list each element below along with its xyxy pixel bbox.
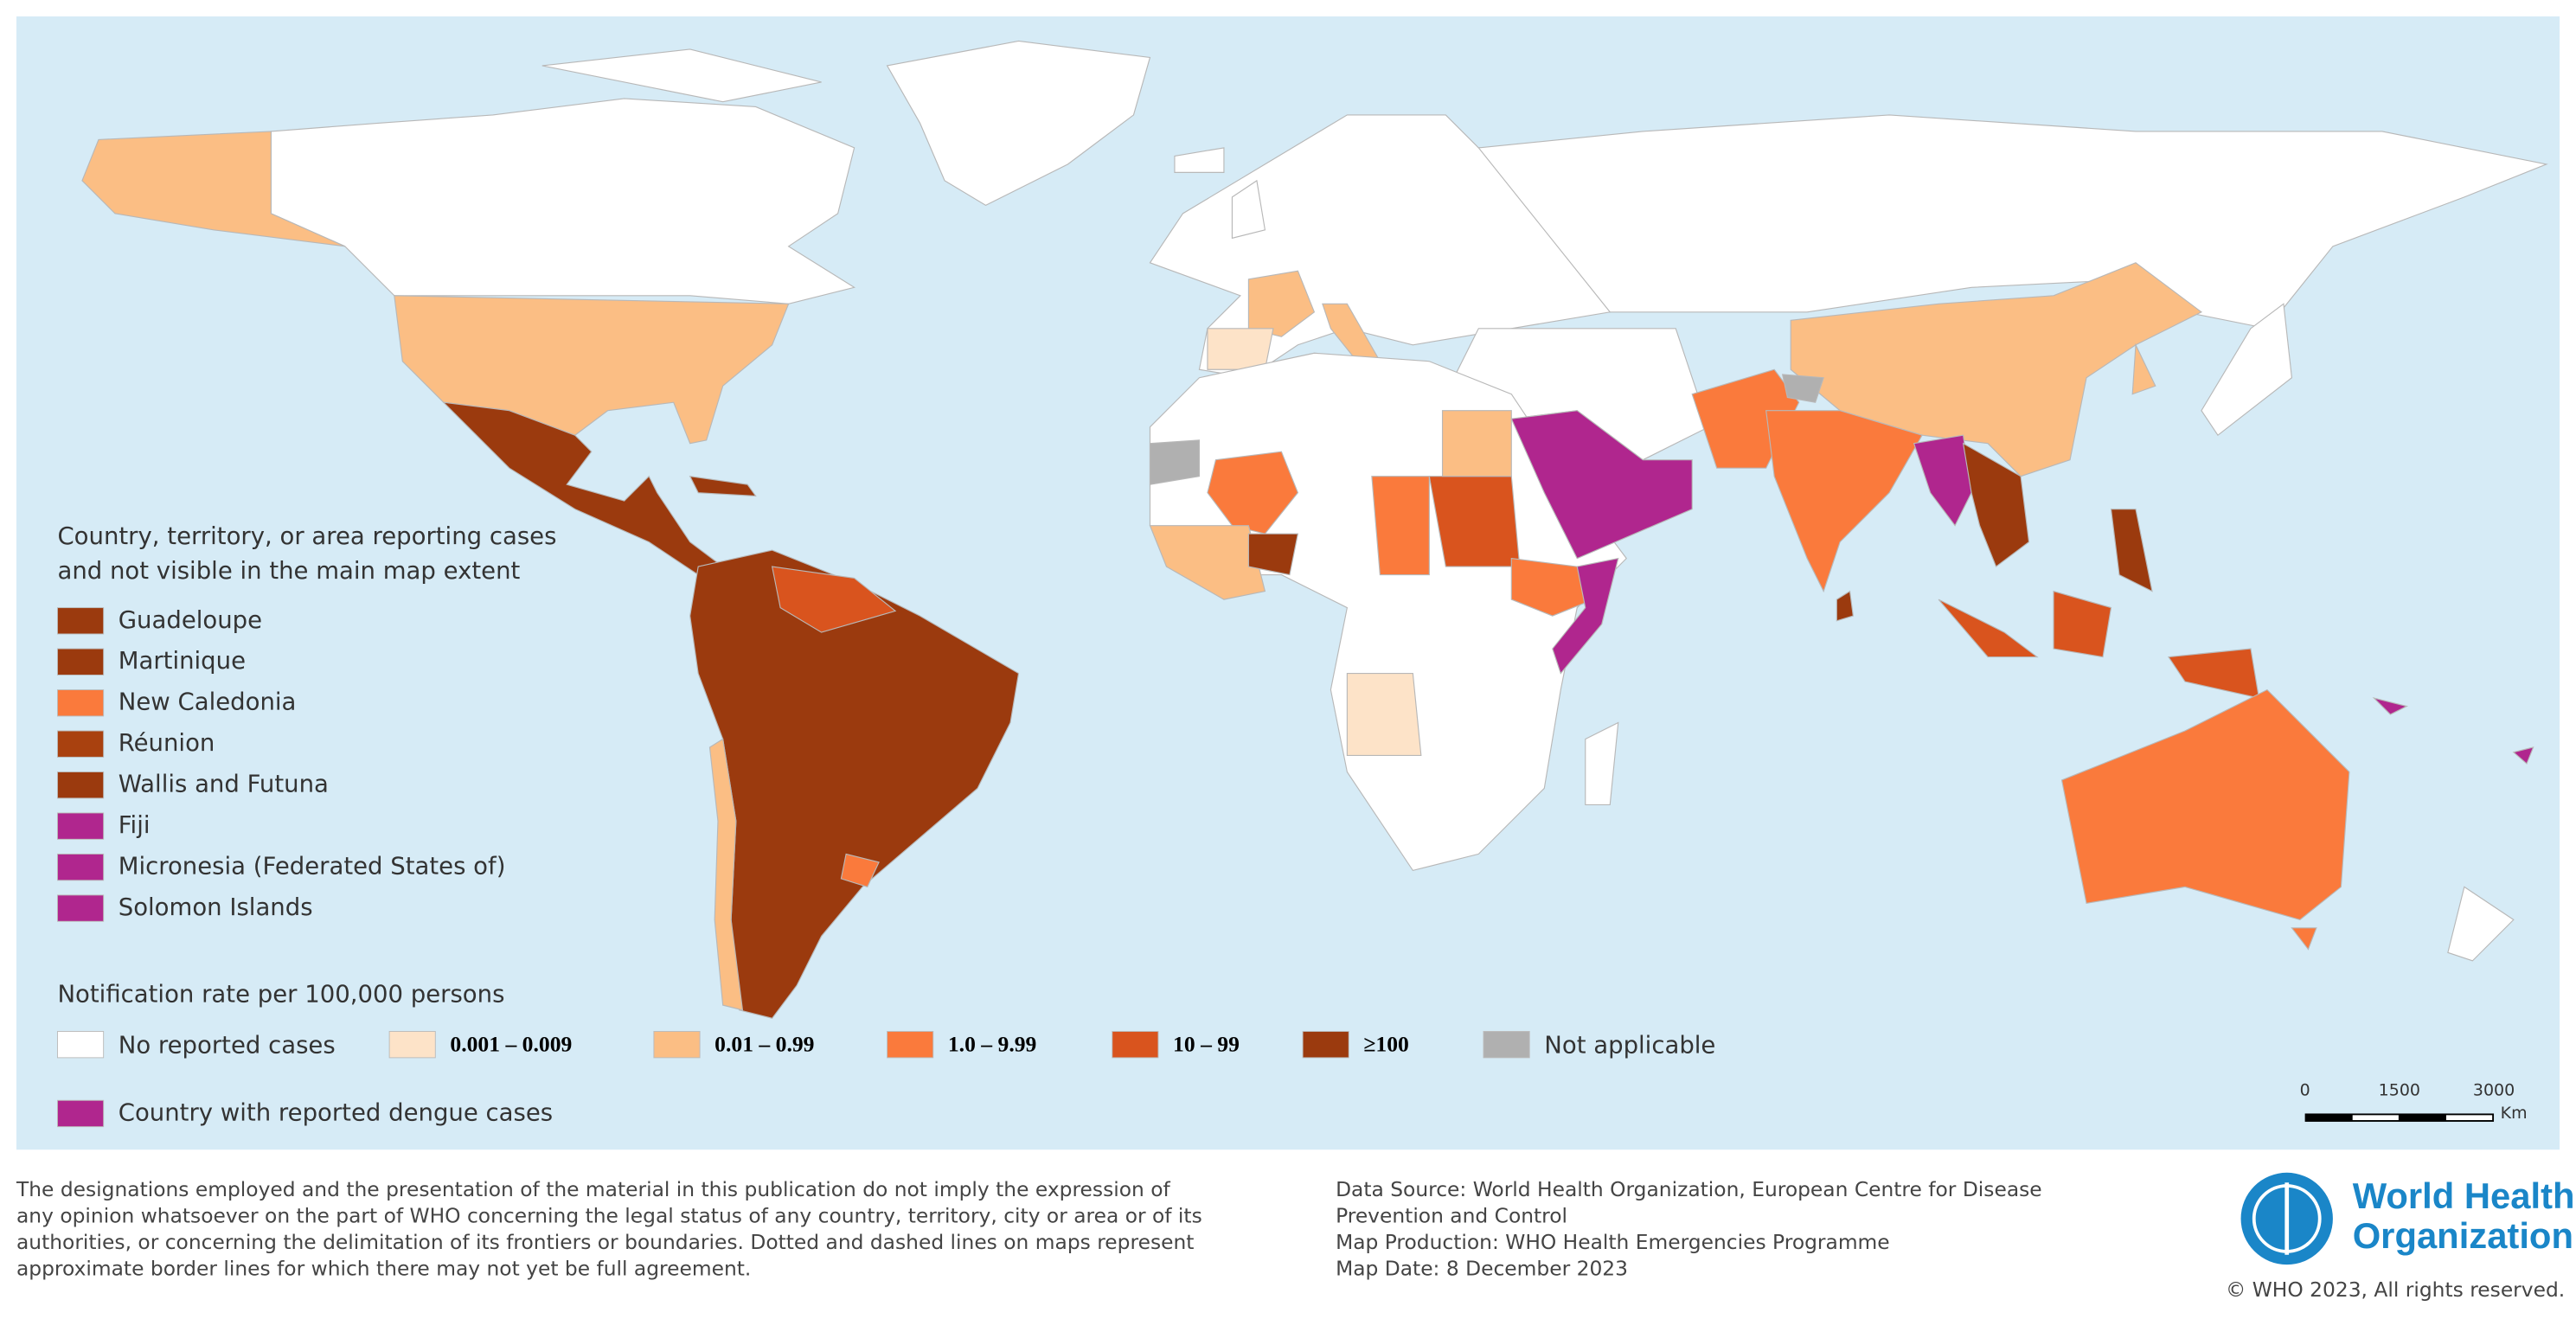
logo-text: Organization [2353, 1215, 2573, 1256]
legend-title: and not visible in the main map extent [57, 557, 520, 585]
legend-swatch [56, 689, 105, 717]
legend-label: 1.0 – 9.99 [948, 1031, 1037, 1056]
footer: © WHO 2023, All rights reserved. World H… [16, 1172, 2575, 1302]
source-line: Prevention and Control [1336, 1204, 1567, 1228]
scale-bar-segment [2352, 1115, 2399, 1121]
legend-swatch [887, 1031, 934, 1059]
legend-label: Fiji [119, 811, 151, 839]
legend-swatch [388, 1031, 436, 1059]
legend-swatch [653, 1031, 701, 1059]
legend-swatch [56, 648, 105, 676]
source-line: Map Date: 8 December 2023 [1336, 1256, 1628, 1280]
legend-label: Country with reported dengue cases [119, 1098, 553, 1126]
source-line: Data Source: World Health Organization, … [1336, 1177, 2042, 1201]
scale-unit: Km [2501, 1104, 2528, 1123]
legend-swatch [1112, 1031, 1159, 1059]
legend-swatch [56, 812, 105, 840]
scale-tick-label: 0 [2300, 1080, 2310, 1099]
scale-tick-label: 3000 [2473, 1080, 2515, 1099]
scale-bar: Km 0 1500 3000 [2300, 1080, 2528, 1123]
logo-text: World Health [2353, 1175, 2575, 1216]
legend-swatch [1483, 1031, 1530, 1059]
legend-label: Not applicable [1544, 1032, 1715, 1060]
legend-title: Notification rate per 100,000 persons [57, 981, 504, 1008]
legend-swatch [56, 730, 105, 758]
copyright: © WHO 2023, All rights reserved. [2226, 1277, 2565, 1302]
legend-label: No reported cases [119, 1032, 336, 1060]
legend-swatch [56, 894, 105, 922]
rate-legend: Notification rate per 100,000 persons Co… [56, 981, 1715, 1128]
source-line: Map Production: WHO Health Emergencies P… [1336, 1230, 1890, 1254]
disclaimer-line: approximate border lines for which there… [16, 1256, 751, 1280]
scale-bar-segment [2445, 1115, 2493, 1121]
legend-label: 10 – 99 [1173, 1031, 1240, 1056]
legend-label: ≥100 [1363, 1031, 1409, 1056]
legend-title: Country, territory, or area reporting ca… [57, 522, 556, 550]
legend-label: Micronesia (Federated States of) [119, 853, 506, 880]
legend-swatch [56, 771, 105, 799]
legend-label: 0.01 – 0.99 [714, 1031, 814, 1056]
legend-label: Martinique [119, 647, 246, 675]
legend-label: Guadeloupe [119, 606, 262, 634]
legend-label: Wallis and Futuna [119, 771, 329, 798]
disclaimer-line: authorities, or concerning the delimitat… [16, 1230, 1194, 1254]
legend-swatch [56, 1031, 105, 1059]
legend-swatch [56, 607, 105, 635]
scale-tick-label: 1500 [2379, 1080, 2420, 1099]
disclaimer-line: The designations employed and the presen… [16, 1177, 1171, 1201]
legend: Country, territory, or area reporting ca… [56, 522, 556, 922]
scale-bar-line [2304, 1113, 2495, 1122]
legend-label: Réunion [119, 729, 215, 757]
land-masses [81, 40, 2548, 1019]
legend-swatch [56, 853, 105, 881]
legend-label: 0.001 – 0.009 [450, 1031, 572, 1056]
legend-swatch [1302, 1031, 1349, 1059]
legend-label: New Caledonia [119, 688, 297, 716]
disclaimer-line: any opinion whatsoever on the part of WH… [16, 1204, 1202, 1228]
legend-swatch [56, 1099, 105, 1128]
legend-label: Solomon Islands [119, 893, 313, 921]
